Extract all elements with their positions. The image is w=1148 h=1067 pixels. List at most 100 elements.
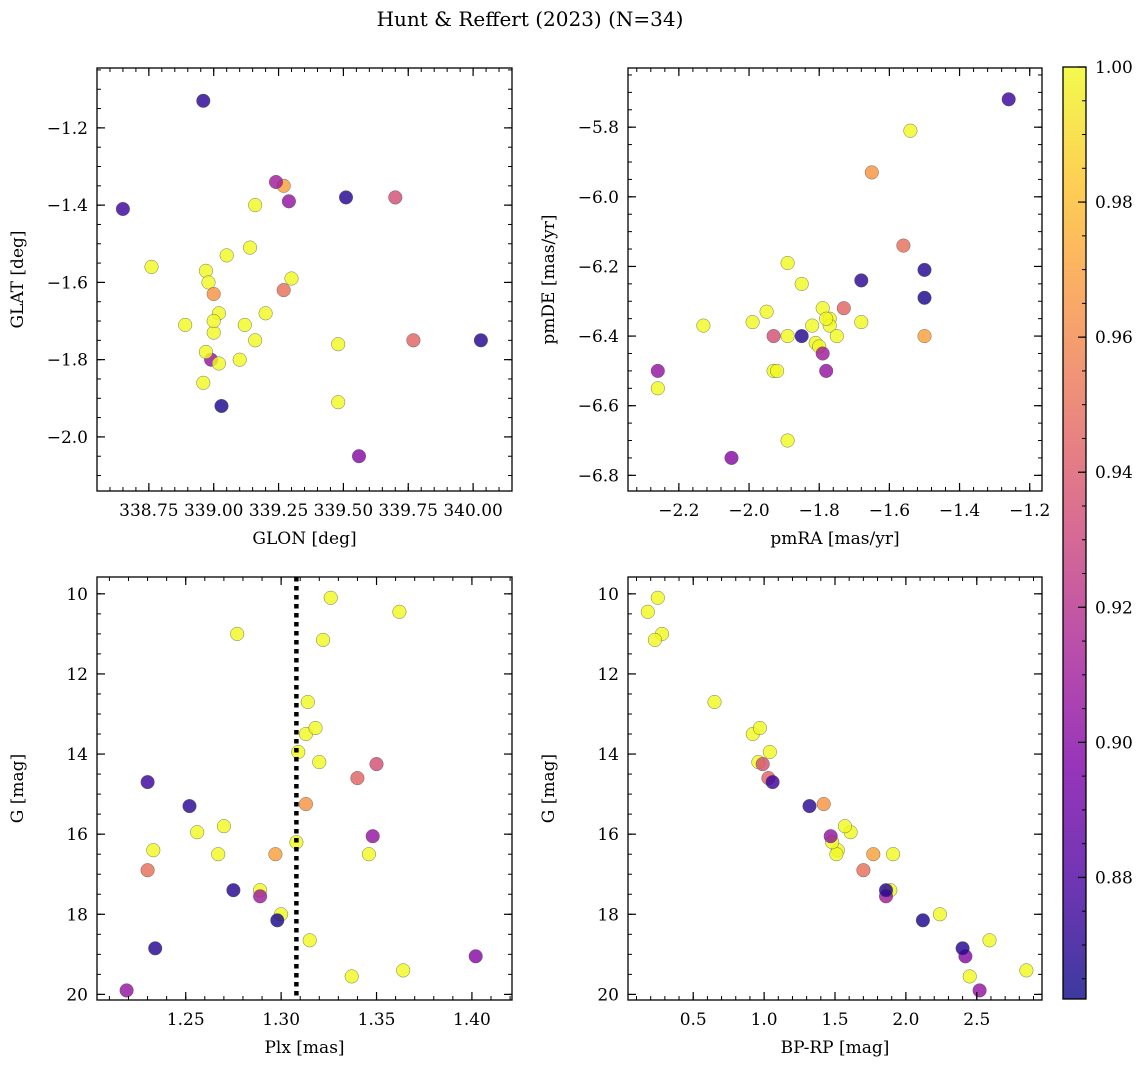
point-star-19[interactable] [211,356,226,371]
point-star-29[interactable] [140,775,155,790]
point-star-13[interactable] [206,314,221,329]
point-star-1[interactable] [119,983,134,998]
point-star-14[interactable] [211,847,226,862]
point-star-21[interactable] [298,797,313,812]
point-star-15[interactable] [886,847,901,862]
point-star-29[interactable] [115,201,130,216]
point-star-25[interactable] [388,190,403,205]
point-star-31[interactable] [879,883,894,898]
point-star-30[interactable] [854,273,869,288]
point-star-18[interactable] [982,933,997,948]
point-star-8[interactable] [780,433,795,448]
point-star-1[interactable] [972,983,987,998]
point-star-11[interactable] [178,317,193,332]
point-star-4[interactable] [759,304,774,319]
point-star-11[interactable] [190,825,205,840]
point-star-5[interactable] [647,632,662,647]
point-star-29[interactable] [1001,92,1016,107]
point-star-27[interactable] [823,829,838,844]
point-star-22[interactable] [268,847,283,862]
point-star-32[interactable] [270,913,285,928]
point-star-27[interactable] [281,194,296,209]
point-star-30[interactable] [182,799,197,814]
point-star-15[interactable] [237,317,252,332]
point-star-33[interactable] [794,329,809,344]
point-star-23[interactable] [140,863,155,878]
point-star-23[interactable] [896,238,911,253]
point-star-21[interactable] [816,797,831,812]
point-star-24[interactable] [350,771,365,786]
point-star-25[interactable] [755,757,770,772]
point-star-13[interactable] [146,843,161,858]
point-star-17[interactable] [829,329,844,344]
point-star-10[interactable] [794,276,809,291]
point-star-29[interactable] [765,775,780,790]
point-star-2[interactable] [650,590,665,605]
point-star-31[interactable] [339,190,354,205]
point-star-6[interactable] [300,695,315,710]
point-star-5[interactable] [284,271,299,286]
point-star-4[interactable] [232,352,247,367]
point-star-15[interactable] [361,847,376,862]
point-star-14[interactable] [829,847,844,862]
point-star-28[interactable] [724,450,739,465]
point-star-1[interactable] [650,363,665,378]
point-star-18[interactable] [331,395,346,410]
point-star-8[interactable] [308,721,323,736]
point-star-6[interactable] [248,198,263,213]
point-star-4[interactable] [230,626,245,641]
point-star-3[interactable] [392,604,407,619]
point-star-20[interactable] [962,969,977,984]
point-star-28[interactable] [468,949,483,964]
point-star-3[interactable] [640,604,655,619]
point-star-12[interactable] [837,819,852,834]
point-star-9[interactable] [780,329,795,344]
point-star-22[interactable] [917,329,932,344]
point-star-17[interactable] [331,337,346,352]
point-star-7[interactable] [780,256,795,271]
point-star-31[interactable] [917,262,932,277]
point-star-18[interactable] [854,315,869,330]
point-star-6[interactable] [707,695,722,710]
point-star-19[interactable] [903,123,918,138]
point-star-19[interactable] [396,963,411,978]
point-star-26[interactable] [269,174,284,189]
point-star-5[interactable] [316,632,331,647]
point-star-30[interactable] [196,93,211,108]
point-star-26[interactable] [815,346,830,361]
point-star-22[interactable] [866,847,881,862]
point-star-19[interactable] [1019,963,1034,978]
point-star-0[interactable] [650,381,665,396]
point-star-3[interactable] [198,263,213,278]
point-star-2[interactable] [219,248,234,263]
point-star-6[interactable] [770,363,785,378]
point-star-33[interactable] [148,941,163,956]
point-star-9[interactable] [762,745,777,760]
point-star-23[interactable] [856,863,871,878]
point-star-7[interactable] [201,275,216,290]
point-star-21[interactable] [864,165,879,180]
point-star-30[interactable] [802,799,817,814]
point-star-27[interactable] [365,829,380,844]
point-star-2[interactable] [323,590,338,605]
point-star-8[interactable] [752,721,767,736]
point-star-17[interactable] [932,907,947,922]
point-star-11[interactable] [805,318,820,333]
point-star-2[interactable] [696,318,711,333]
point-star-14[interactable] [144,259,159,274]
point-star-9[interactable] [242,240,257,255]
point-star-28[interactable] [352,449,367,464]
point-star-27[interactable] [819,363,834,378]
point-star-20[interactable] [198,344,213,359]
point-star-25[interactable] [369,757,384,772]
point-star-24[interactable] [406,333,421,348]
point-star-0[interactable] [196,375,211,390]
point-star-32[interactable] [917,290,932,305]
point-star-24[interactable] [836,301,851,316]
point-star-10[interactable] [312,755,327,770]
point-star-33[interactable] [955,941,970,956]
point-star-23[interactable] [276,283,291,298]
point-star-26[interactable] [253,889,268,904]
point-star-20[interactable] [344,969,359,984]
point-star-16[interactable] [248,333,263,348]
